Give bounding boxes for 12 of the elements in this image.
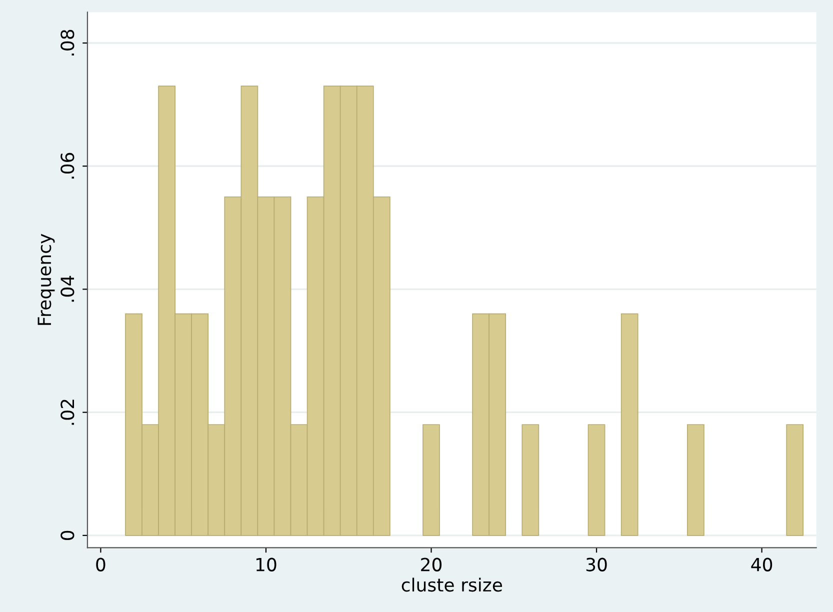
x-tick-label: 0 [96, 558, 106, 572]
x-axis-title: cluste rsize [402, 578, 502, 592]
y-tick-label: .06 [60, 152, 74, 179]
y-axis-title: Frequency [38, 234, 55, 325]
x-tick-label: 40 [751, 558, 772, 572]
x-tick-label: 30 [586, 558, 607, 572]
y-tick-label: .02 [60, 400, 74, 425]
y-tick-label: .08 [60, 30, 74, 56]
y-tick-label: .04 [60, 276, 74, 302]
x-tick-label: 10 [256, 558, 276, 572]
y-tick-label: 0 [60, 530, 74, 540]
x-tick-label: 20 [421, 558, 442, 572]
